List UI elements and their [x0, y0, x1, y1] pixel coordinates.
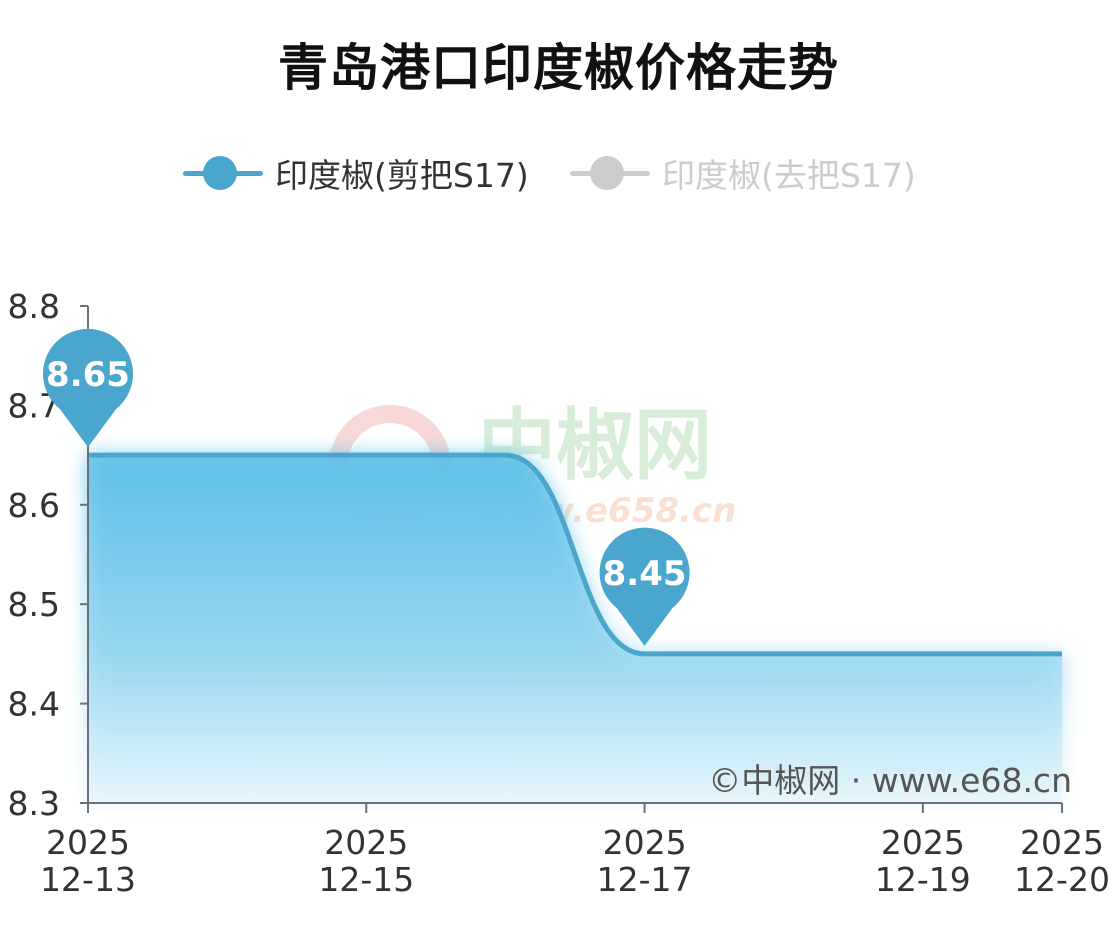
x-tick-date: 12-19	[875, 860, 971, 899]
y-tick-label: 8.3	[8, 784, 60, 823]
legend-swatch-series-2	[570, 148, 650, 198]
x-tick-year: 2025	[46, 823, 130, 862]
value-marker-label: 8.65	[46, 355, 130, 395]
legend-label-series-1: 印度椒(剪把S17)	[275, 156, 529, 195]
series-area	[88, 455, 1062, 803]
legend-label-series-2: 印度椒(去把S17)	[662, 156, 916, 195]
value-marker-pin	[43, 328, 133, 448]
x-tick-date: 12-15	[318, 860, 414, 899]
copyright-text: ©中椒网 · www.e68.cn	[708, 761, 1072, 800]
y-tick-label: 8.5	[8, 585, 60, 624]
y-tick-label: 8.6	[8, 486, 60, 525]
x-tick-year: 2025	[881, 823, 965, 862]
legend-item-series-2[interactable]: 印度椒(去把S17)	[570, 148, 916, 198]
series-line	[88, 452, 1062, 657]
chart-legend: 印度椒(剪把S17) 印度椒(去把S17)	[0, 148, 1117, 198]
x-tick-year: 2025	[603, 823, 687, 862]
x-tick-date: 12-13	[40, 860, 136, 899]
x-tick-year: 2025	[324, 823, 408, 862]
y-tick-label: 8.8	[8, 287, 60, 326]
x-tick-date: 12-17	[597, 860, 693, 899]
value-marker-pin	[599, 527, 690, 646]
value-marker-label: 8.45	[603, 554, 687, 594]
legend-item-series-1[interactable]: 印度椒(剪把S17)	[183, 148, 529, 198]
x-tick-date: 12-20	[1014, 860, 1110, 899]
y-tick-label: 8.4	[8, 685, 60, 724]
x-tick-year: 2025	[1020, 823, 1104, 862]
legend-swatch-series-1	[183, 148, 263, 198]
chart-title: 青岛港口印度椒价格走势	[278, 39, 839, 97]
